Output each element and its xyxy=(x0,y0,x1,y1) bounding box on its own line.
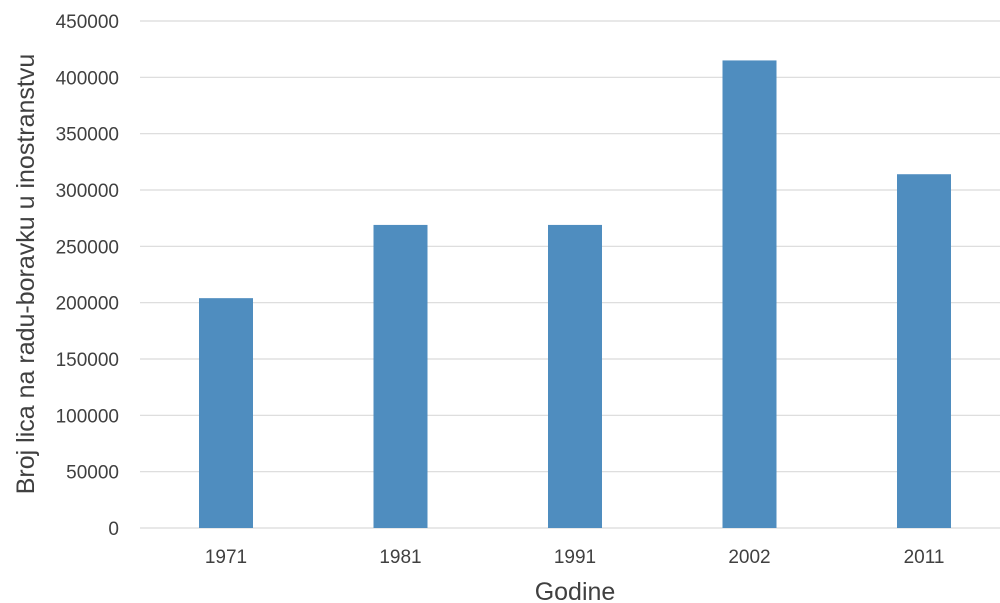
y-tick-label: 350000 xyxy=(56,125,119,146)
y-axis-ticks: 0 50000 100000 150000 200000 250000 300000 3500… xyxy=(56,12,119,540)
bar-2002 xyxy=(722,60,777,528)
x-tick-label: 1971 xyxy=(205,547,247,568)
y-tick-label: 250000 xyxy=(56,237,119,258)
y-tick-label: 50000 xyxy=(66,463,119,484)
y-tick-label: 300000 xyxy=(56,181,119,202)
y-tick-label: 400000 xyxy=(56,68,119,89)
bars xyxy=(199,60,951,528)
y-tick-label: 150000 xyxy=(56,350,119,371)
x-axis-ticks: 1971 1981 1991 2002 2011 xyxy=(205,547,945,568)
x-tick-label: 2002 xyxy=(728,547,770,568)
x-axis-title: Godine xyxy=(535,578,616,603)
bar-1991 xyxy=(548,224,602,528)
y-tick-label: 200000 xyxy=(56,294,119,315)
bar-1981 xyxy=(373,224,428,528)
x-tick-label: 1991 xyxy=(554,547,596,568)
y-axis-title: Broj lica na radu-boravku u inostranstvu xyxy=(12,54,40,495)
y-tick-label: 0 xyxy=(108,519,119,540)
bar-2011 xyxy=(897,174,951,528)
y-tick-label: 450000 xyxy=(56,12,119,33)
y-tick-label: 100000 xyxy=(56,406,119,427)
bar-1971 xyxy=(199,298,253,528)
x-tick-label: 2011 xyxy=(904,547,945,568)
x-tick-label: 1981 xyxy=(379,547,421,568)
